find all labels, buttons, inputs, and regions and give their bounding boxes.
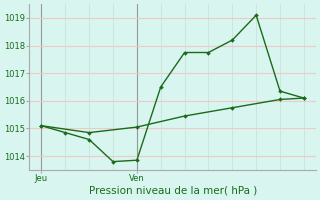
X-axis label: Pression niveau de la mer( hPa ): Pression niveau de la mer( hPa )	[89, 186, 257, 196]
